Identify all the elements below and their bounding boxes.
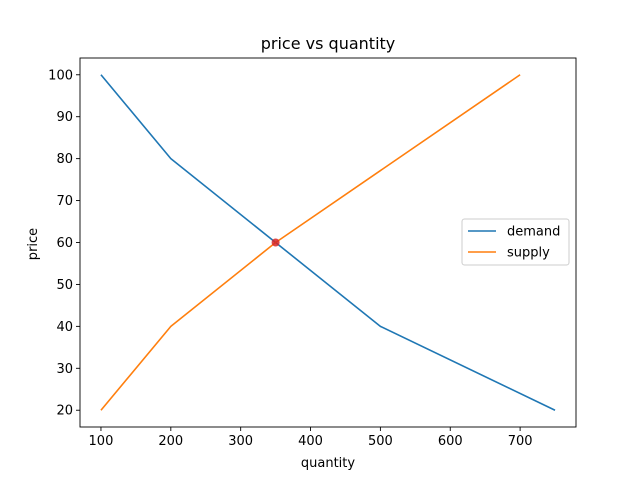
chart-title: price vs quantity xyxy=(261,34,396,53)
x-tick-label: 400 xyxy=(298,434,323,449)
x-tick-label: 200 xyxy=(158,434,183,449)
y-tick-label: 30 xyxy=(56,362,73,377)
y-axis-label: price xyxy=(26,228,41,260)
y-tick-label: 70 xyxy=(56,194,73,209)
x-tick-label: 600 xyxy=(438,434,463,449)
y-tick-label: 80 xyxy=(56,152,73,167)
y-tick-label: 60 xyxy=(56,236,73,251)
x-axis-label: quantity xyxy=(301,456,356,471)
plot-area: 100 200 300 400 500 600 700 20 30 40 50 60 70 80 90 100… xyxy=(48,57,577,449)
x-tick-label: 300 xyxy=(228,434,253,449)
series-line-supply xyxy=(100,74,521,411)
legend-label-supply: supply xyxy=(507,246,550,261)
y-tick-label: 40 xyxy=(56,320,73,335)
y-tick-label: 100 xyxy=(48,68,73,83)
x-tick-label: 700 xyxy=(508,434,533,449)
y-tick-label: 90 xyxy=(56,110,73,125)
x-tick-label: 500 xyxy=(368,434,393,449)
y-tick-label: 20 xyxy=(56,404,73,419)
intersection-marker xyxy=(271,238,280,247)
y-tick-label: 50 xyxy=(56,278,73,293)
x-tick-label: 100 xyxy=(89,434,114,449)
legend-label-demand: demand xyxy=(507,225,560,240)
